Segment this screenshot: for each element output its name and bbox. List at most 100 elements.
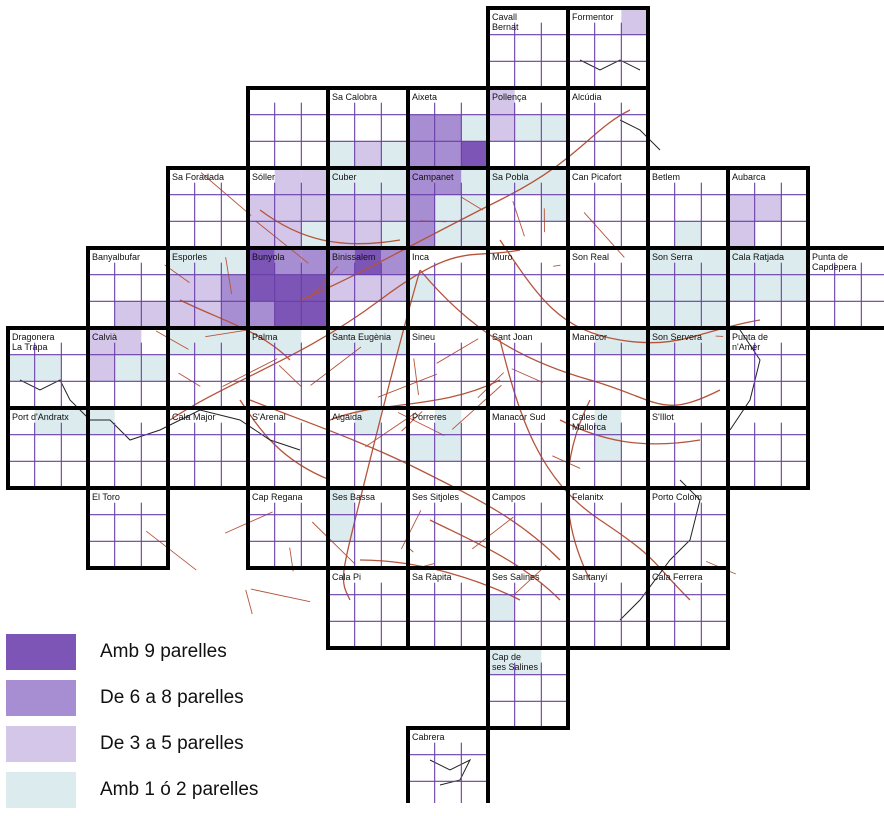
tile-label: Mallorca <box>572 422 606 432</box>
tile-label: Cuber <box>332 172 357 182</box>
tile-label: n'Amer <box>732 342 760 352</box>
tile-label: Algaida <box>332 412 362 422</box>
density-cell <box>248 275 275 302</box>
tile-label: Punta de <box>732 332 768 342</box>
density-cell <box>701 248 728 275</box>
legend-row-6-8: De 6 a 8 parelles <box>6 678 306 718</box>
road <box>584 212 624 257</box>
road <box>414 358 419 395</box>
density-cell <box>381 195 408 222</box>
tile-label: Calvià <box>92 332 117 342</box>
density-cell <box>488 595 515 622</box>
legend: Amb 9 parelles De 6 a 8 parelles De 3 a … <box>6 632 306 816</box>
tile-label: Bunyola <box>252 252 285 262</box>
density-cell <box>195 275 222 302</box>
density-cell <box>408 221 435 248</box>
density-cell <box>648 301 675 328</box>
road <box>179 373 201 386</box>
road <box>478 373 504 398</box>
tile-label: Ses Sitjoles <box>412 492 460 502</box>
density-cell <box>141 301 168 328</box>
density-cell <box>221 248 248 275</box>
density-cell <box>675 221 702 248</box>
density-cell <box>435 221 462 248</box>
tile-label: Inca <box>412 252 429 262</box>
tile-label: S'Arenal <box>252 412 286 422</box>
density-cell <box>381 168 408 195</box>
density-cell <box>435 435 462 462</box>
road <box>512 369 543 383</box>
tile-label: Son Serra <box>652 252 693 262</box>
tile-label: Cala Ratjada <box>732 252 784 262</box>
tile-label: Santanyí <box>572 572 608 582</box>
tile-label: Alcúdia <box>572 92 602 102</box>
legend-label-3-5: De 3 a 5 parelles <box>100 733 244 755</box>
density-cell <box>701 275 728 302</box>
legend-label-9: Amb 9 parelles <box>100 641 227 663</box>
tile-label: Punta de <box>812 252 848 262</box>
density-cell <box>461 168 488 195</box>
density-cell <box>275 301 302 328</box>
density-cell <box>141 355 168 382</box>
density-cell <box>648 275 675 302</box>
tile-label: Sóller <box>252 172 275 182</box>
legend-swatch-6-8 <box>6 680 76 716</box>
tile-label: Son Servera <box>652 332 702 342</box>
density-cell <box>728 195 755 222</box>
tile-label: Palma <box>252 332 278 342</box>
density-cell <box>195 301 222 328</box>
density-cell <box>328 275 355 302</box>
density-cell <box>115 328 142 355</box>
legend-label-6-8: De 6 a 8 parelles <box>100 687 244 709</box>
road <box>251 589 310 602</box>
tile-label: Felanitx <box>572 492 604 502</box>
tile-label: Cala Pi <box>332 572 361 582</box>
road <box>424 564 434 567</box>
tile-label: Aubarca <box>732 172 766 182</box>
density-cell <box>301 301 328 328</box>
density-cell <box>8 355 35 382</box>
density-cell <box>301 168 328 195</box>
legend-row-9: Amb 9 parelles <box>6 632 306 672</box>
tile-label: Cales de <box>572 412 608 422</box>
density-cell <box>328 195 355 222</box>
density-cell <box>728 221 755 248</box>
tile-frame <box>728 408 808 488</box>
tile-label: S'Illot <box>652 412 674 422</box>
tile-label: Manacor Sud <box>492 412 546 422</box>
tile-label: Muro <box>492 252 513 262</box>
density-cell <box>675 275 702 302</box>
tile-label: Can Picafort <box>572 172 622 182</box>
road <box>437 339 479 364</box>
density-cell <box>168 328 195 355</box>
tile-label: El Toro <box>92 492 120 502</box>
road <box>246 590 253 614</box>
tile-label: Aixeta <box>412 92 437 102</box>
tile-label: Cap de <box>492 652 521 662</box>
road <box>279 365 301 386</box>
density-cell <box>541 115 568 142</box>
tile-label: Santa Eugènia <box>332 332 391 342</box>
tile-label: Campanet <box>412 172 454 182</box>
tile-label: Formentor <box>572 12 614 22</box>
tile-label: Betlem <box>652 172 680 182</box>
density-cell <box>461 221 488 248</box>
road <box>472 517 513 549</box>
density-cell <box>115 355 142 382</box>
road <box>250 400 560 560</box>
tile-label: Sant Joan <box>492 332 533 342</box>
road <box>401 510 420 549</box>
density-cell <box>195 328 222 355</box>
road <box>553 265 560 266</box>
tile-label: Porreres <box>412 412 447 422</box>
tile-label: Cala Major <box>172 412 216 422</box>
tile-label: Bernat <box>492 22 519 32</box>
legend-label-1-2: Amb 1 ó 2 parelles <box>100 779 258 801</box>
tile-label: Manacor <box>572 332 607 342</box>
density-cell <box>355 275 382 302</box>
tile-label: Son Real <box>572 252 609 262</box>
tile-label: Capdepera <box>812 262 857 272</box>
tile-label: Cabrera <box>412 732 445 742</box>
coastline-segment <box>620 120 660 150</box>
tile-label: Sa Pobla <box>492 172 529 182</box>
